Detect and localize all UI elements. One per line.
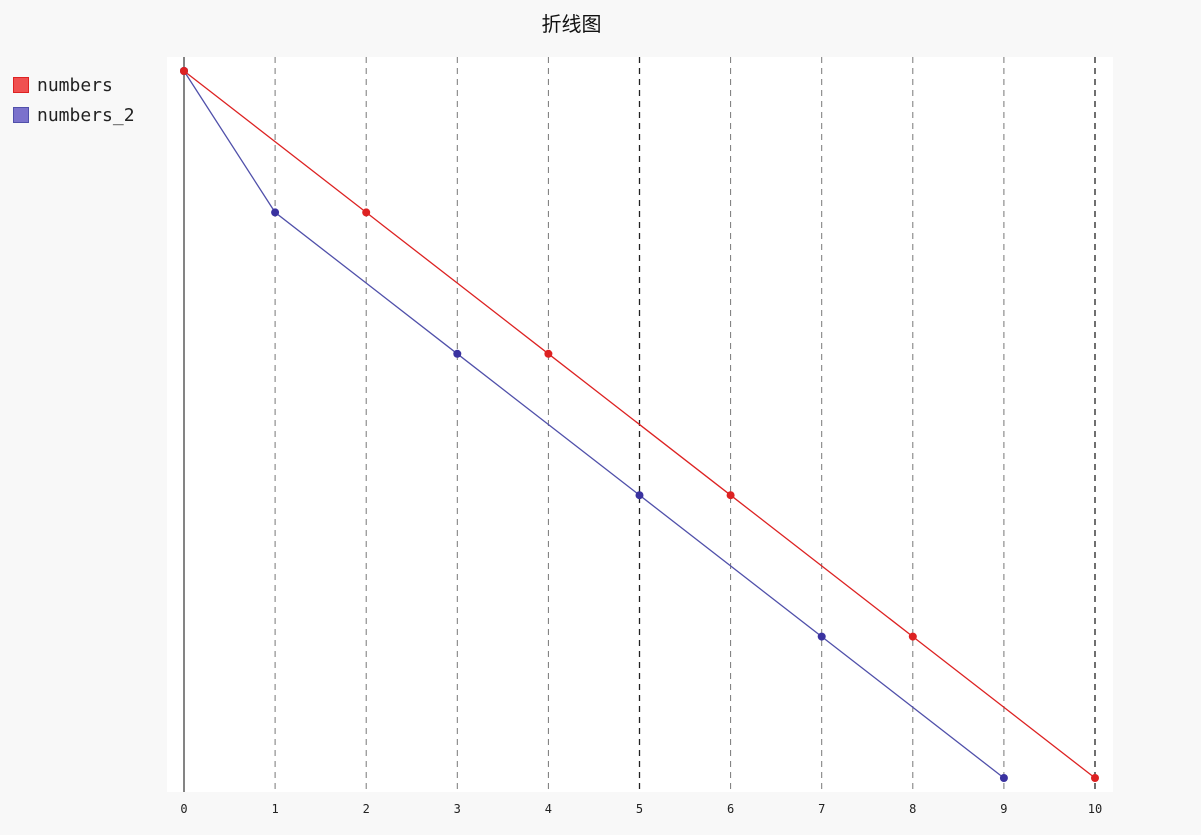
x-tick-label-9: 9 [1000,802,1007,816]
data-point-numbers-2 [544,349,553,358]
legend-item-numbers[interactable]: numbers [13,70,135,100]
legend-item-numbers-2[interactable]: numbers_2 [13,100,135,130]
series-line-numbers-2 [183,70,1005,779]
x-tick-label-6: 6 [727,802,734,816]
data-point-numbers-2-2 [453,349,462,358]
chart-title: 折线图 [541,12,602,36]
legend-label-numbers: numbers [37,74,113,96]
data-point-numbers-5 [1091,774,1099,782]
legend: numbers numbers_2 [13,70,135,130]
data-point-numbers-1 [362,208,371,217]
x-tick-label-1: 1 [271,802,278,816]
x-tick-label-10: 10 [1088,802,1102,816]
data-point-numbers-3 [726,491,735,500]
x-tick-label-3: 3 [454,802,461,816]
data-point-numbers-4 [908,632,917,641]
data-point-origin [180,67,188,75]
data-point-numbers-2-3 [635,491,644,500]
legend-swatch-numbers-2 [13,107,29,123]
data-point-numbers-2-1 [271,208,280,217]
x-tick-label-7: 7 [818,802,825,816]
legend-label-numbers-2: numbers_2 [37,104,135,126]
data-point-numbers-2-5 [999,774,1008,782]
series-line-numbers [183,70,1096,779]
x-tick-label-4: 4 [545,802,552,816]
x-tick-label-2: 2 [363,802,370,816]
legend-swatch-numbers [13,77,29,93]
x-tick-label-0: 0 [180,802,187,816]
data-point-numbers-2-4 [817,632,826,641]
x-tick-label-8: 8 [909,802,916,816]
x-tick-label-5: 5 [636,802,643,816]
